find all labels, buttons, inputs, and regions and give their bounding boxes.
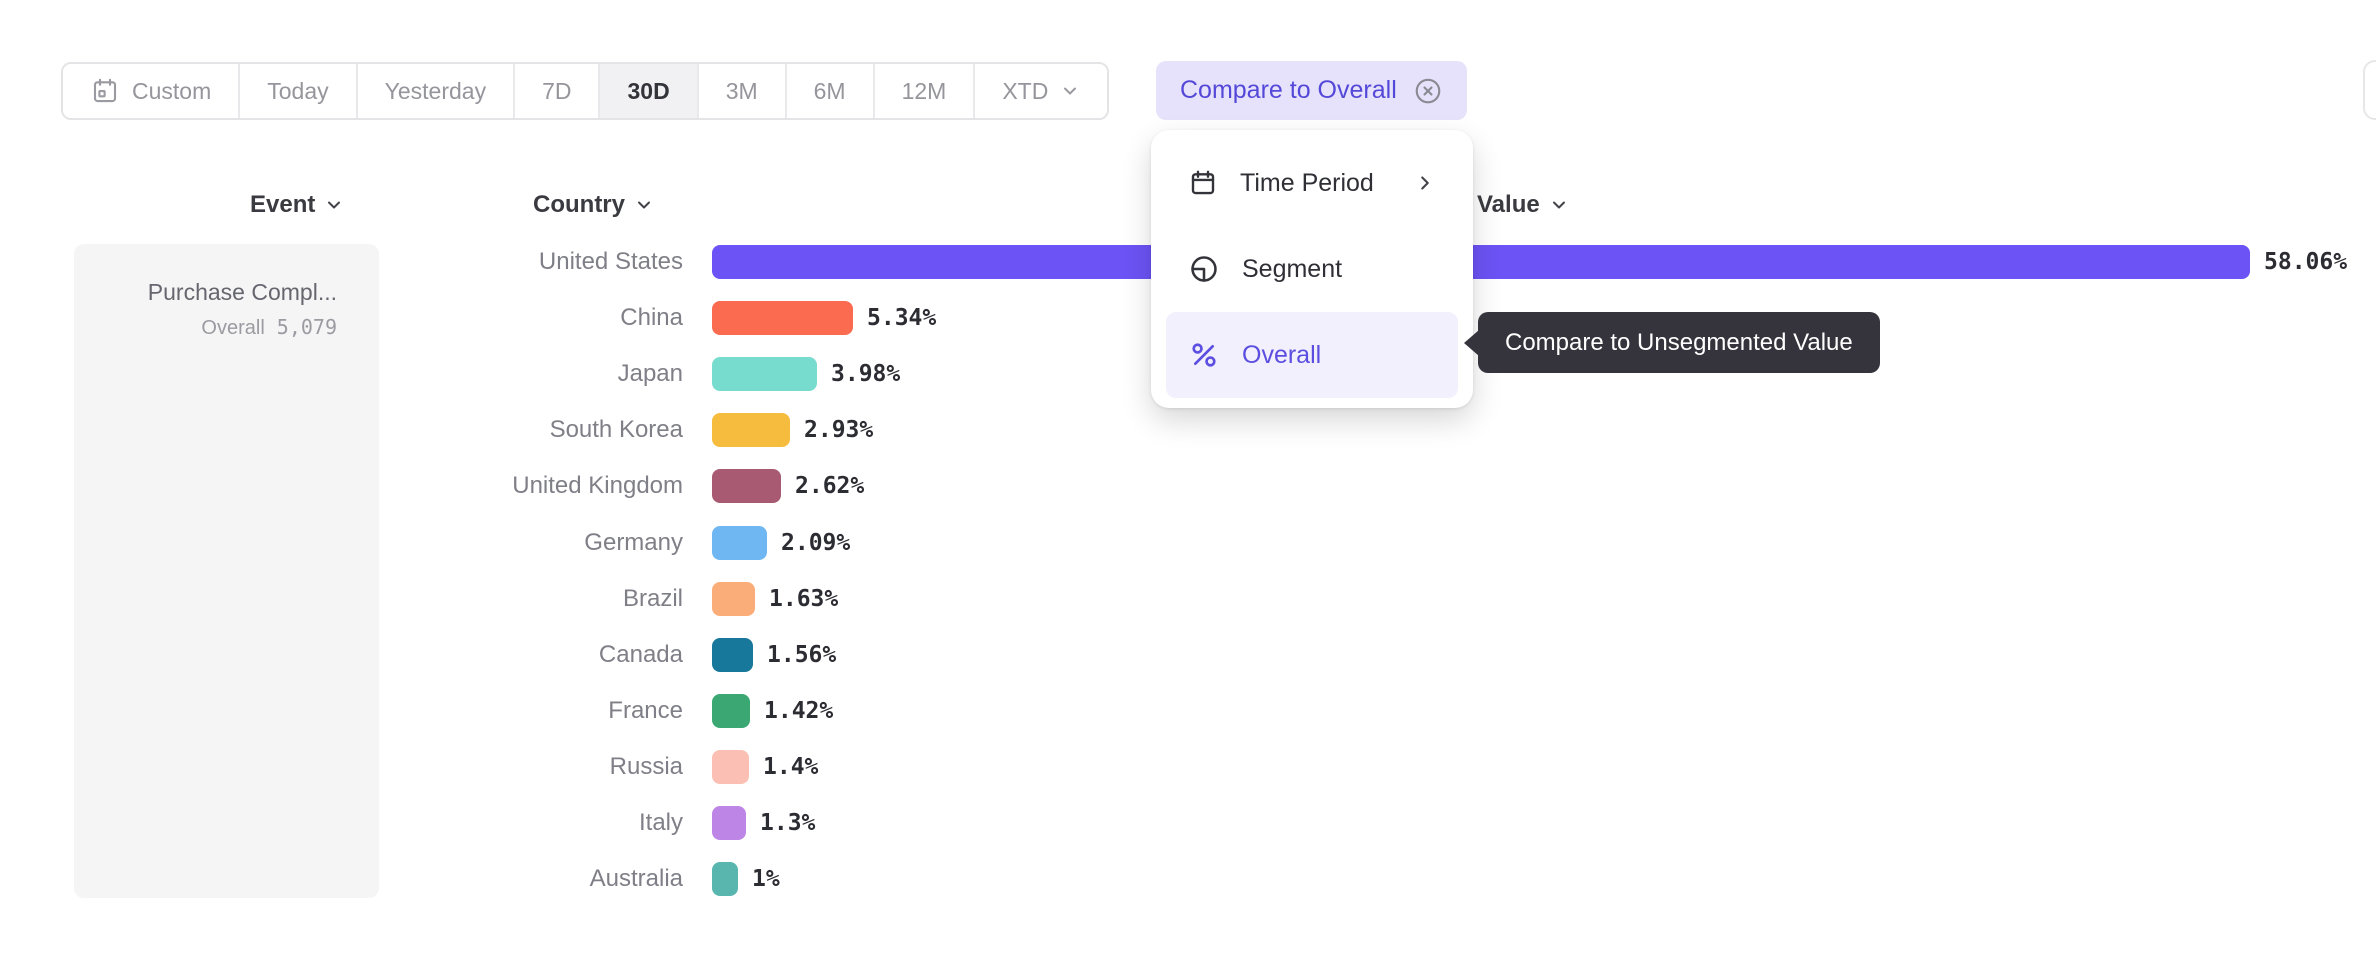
- value-bar-brazil[interactable]: [712, 582, 755, 616]
- compare-chip-label: Compare to Overall: [1180, 76, 1397, 104]
- country-label-italy: Italy: [638, 809, 683, 836]
- chevron-right-icon: [1414, 172, 1436, 194]
- value-label-united-kingdom: 2.62%: [795, 473, 865, 499]
- time-range-label: 7D: [542, 77, 572, 104]
- time-range-3m[interactable]: 3M: [698, 64, 787, 118]
- time-range-7d[interactable]: 7D: [515, 64, 601, 118]
- calendar-icon: [90, 76, 120, 106]
- menu-item-segment[interactable]: Segment: [1166, 226, 1458, 312]
- value-label-japan: 3.98%: [831, 361, 901, 387]
- chevron-down-icon: [328, 201, 341, 209]
- event-name: Purchase Compl...: [147, 279, 337, 305]
- country-label-germany: Germany: [584, 529, 683, 556]
- country-label-france: France: [608, 697, 683, 724]
- value-bar-france[interactable]: [712, 694, 750, 728]
- value-column-label: Value: [1477, 191, 1540, 218]
- value-label-south-korea: 2.93%: [804, 417, 874, 443]
- value-label-france: 1.42%: [764, 698, 834, 724]
- time-range-label: Yesterday: [384, 77, 487, 104]
- segment-icon: [1188, 253, 1220, 285]
- chevron-down-icon: [638, 201, 650, 209]
- value-label-united-states: 58.06%: [2264, 249, 2348, 275]
- time-range-label: 3M: [725, 77, 758, 104]
- country-label-china: China: [620, 304, 683, 331]
- value-bar-south-korea[interactable]: [712, 413, 790, 447]
- time-range-label: 30D: [627, 77, 670, 104]
- time-range-6m[interactable]: 6M: [786, 64, 875, 118]
- value-bar-japan[interactable]: [712, 357, 817, 391]
- event-row-panel[interactable]: Purchase Compl... Overall 5,079: [74, 244, 379, 898]
- compare-to-overall-chip[interactable]: Compare to Overall: [1156, 61, 1467, 120]
- country-label-united-kingdom: United Kingdom: [512, 472, 683, 499]
- time-range-label: Today: [267, 77, 329, 104]
- value-bar-russia[interactable]: [712, 750, 749, 784]
- clipped-toolbar-button[interactable]: [2363, 60, 2376, 120]
- menu-item-overall[interactable]: Overall: [1166, 312, 1458, 398]
- value-bar-canada[interactable]: [712, 638, 753, 672]
- value-bar-australia[interactable]: [712, 862, 738, 896]
- value-label-australia: 1%: [752, 866, 780, 892]
- time-range-label: Custom: [132, 77, 212, 104]
- value-bar-germany[interactable]: [712, 526, 767, 560]
- country-column-header[interactable]: Country: [533, 190, 654, 220]
- value-bar-united-kingdom[interactable]: [712, 469, 781, 503]
- value-label-italy: 1.3%: [760, 810, 816, 836]
- time-range-label: 12M: [901, 77, 947, 104]
- value-bar-italy[interactable]: [712, 806, 746, 840]
- tooltip-text: Compare to Unsegmented Value: [1505, 328, 1853, 356]
- country-label-united-states: United States: [538, 248, 683, 275]
- value-label-canada: 1.56%: [767, 642, 837, 668]
- overall-label: Overall: [201, 317, 265, 339]
- time-range-yesterday[interactable]: Yesterday: [357, 64, 516, 118]
- menu-item-label: Segment: [1242, 254, 1343, 283]
- tooltip: Compare to Unsegmented Value: [1478, 312, 1880, 373]
- date-range-toolbar: Custom Today Yesterday 7D 30D 3M 6M 12M XTD: [61, 62, 1110, 120]
- menu-item-label: Overall: [1242, 340, 1322, 369]
- value-column-header[interactable]: Value: [1477, 190, 1569, 220]
- country-label-canada: Canada: [598, 641, 683, 668]
- event-column-label: Event: [250, 191, 316, 218]
- country-label-south-korea: South Korea: [549, 416, 683, 443]
- value-label-brazil: 1.63%: [769, 586, 839, 612]
- country-label-japan: Japan: [617, 360, 683, 387]
- country-label-brazil: Brazil: [622, 585, 683, 612]
- percent-icon: [1188, 339, 1220, 371]
- menu-item-time-period[interactable]: Time Period: [1166, 140, 1458, 226]
- time-range-label: 6M: [813, 77, 846, 104]
- value-label-china: 5.34%: [867, 305, 937, 331]
- value-bar-united-states[interactable]: [712, 245, 2250, 279]
- compare-dropdown-menu: Time Period Segment Overall: [1151, 130, 1473, 408]
- country-label-russia: Russia: [609, 753, 683, 780]
- value-label-russia: 1.4%: [763, 754, 819, 780]
- country-label-australia: Australia: [589, 865, 683, 892]
- calendar-icon: [1188, 168, 1218, 198]
- chevron-down-icon: [1060, 81, 1080, 101]
- time-range-30d[interactable]: 30D: [600, 64, 699, 118]
- event-overall-summary: Overall 5,079: [94, 315, 337, 340]
- time-range-xtd[interactable]: XTD: [975, 64, 1108, 118]
- time-range-12m[interactable]: 12M: [874, 64, 976, 118]
- chevron-down-icon: [1552, 201, 1565, 209]
- time-range-label: XTD: [1002, 77, 1049, 104]
- event-column-header[interactable]: Event: [250, 190, 344, 220]
- value-label-germany: 2.09%: [781, 530, 851, 556]
- overall-value: 5,079: [276, 315, 337, 339]
- menu-item-label: Time Period: [1240, 168, 1374, 197]
- time-range-custom[interactable]: Custom: [63, 64, 241, 118]
- value-bar-china[interactable]: [712, 301, 853, 335]
- country-column-label: Country: [533, 191, 625, 218]
- remove-compare-icon[interactable]: [1413, 76, 1443, 106]
- time-range-today[interactable]: Today: [240, 64, 358, 118]
